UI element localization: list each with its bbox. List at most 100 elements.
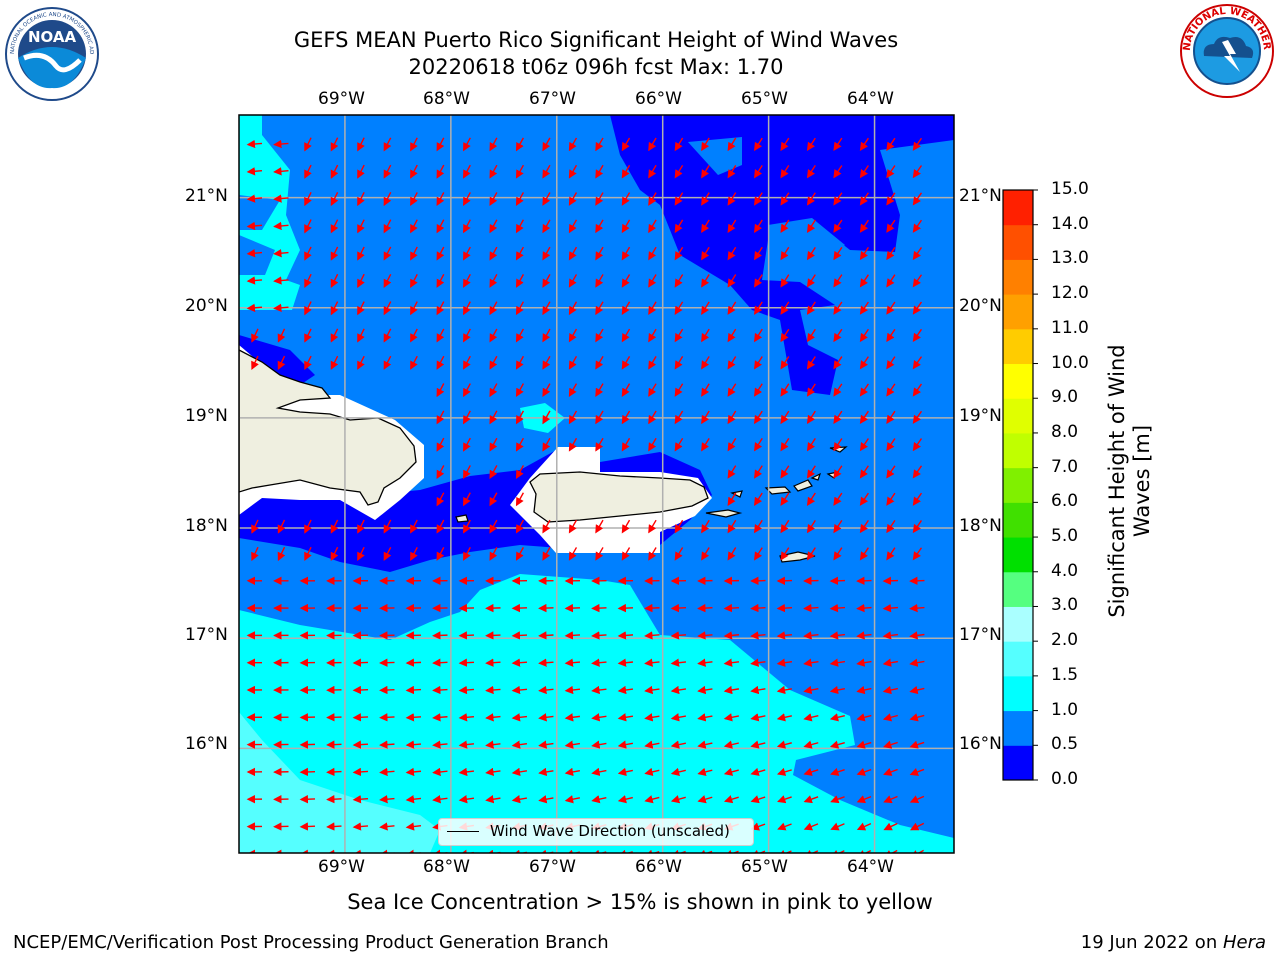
- wind-wave-arrow: [383, 137, 392, 152]
- wind-wave-arrow: [621, 246, 631, 261]
- wind-wave-arrow: [701, 437, 710, 452]
- wind-wave-arrow: [886, 274, 896, 288]
- wind-wave-arrow: [701, 356, 710, 370]
- wind-wave-arrow: [648, 274, 657, 288]
- colorbar-tick-label: 1.0: [1051, 699, 1079, 720]
- wind-wave-arrow: [542, 437, 551, 452]
- wind-wave-arrow: [595, 219, 604, 234]
- colorbar-swatch: [1003, 432, 1033, 469]
- wind-wave-arrow: [515, 137, 524, 152]
- wind-wave-arrow: [674, 519, 684, 534]
- wind-wave-arrow: [432, 631, 448, 640]
- wind-wave-arrow: [277, 546, 286, 562]
- wind-wave-arrow: [882, 631, 899, 640]
- wind-wave-arrow: [750, 767, 766, 776]
- wind-wave-arrow: [357, 219, 365, 234]
- wind-wave-arrow: [436, 546, 445, 561]
- wind-wave-arrow: [859, 165, 869, 179]
- wind-wave-arrow: [674, 246, 684, 261]
- wind-wave-arrow: [515, 383, 524, 398]
- lon-label-top-65w: 65°W: [741, 89, 788, 109]
- colorbar-tick-label: 0.0: [1051, 769, 1079, 789]
- wind-wave-arrow: [776, 767, 792, 776]
- wind-wave-arrow: [304, 355, 312, 370]
- wave-band-1p0-1p5-northwest: [239, 115, 300, 310]
- wind-wave-arrow: [806, 165, 816, 179]
- wind-wave-arrow: [912, 383, 923, 397]
- wind-wave-arrow: [621, 437, 631, 452]
- wind-wave-arrow: [780, 519, 790, 534]
- wind-wave-arrow: [432, 740, 448, 749]
- wind-wave-arrow: [410, 164, 418, 179]
- lat-label-right-20n: 20°N: [959, 296, 1002, 316]
- wind-wave-arrow: [754, 465, 763, 479]
- wind-wave-arrow: [701, 519, 710, 534]
- sea-ice-note: Sea Ice Concentration > 15% is shown in …: [347, 890, 933, 914]
- wind-wave-arrow: [432, 713, 448, 722]
- wind-wave-arrow: [564, 740, 581, 749]
- wind-wave-arrow: [674, 164, 684, 179]
- wind-wave-arrow: [883, 822, 898, 831]
- wind-wave-arrow: [833, 356, 843, 370]
- wind-wave-arrow: [436, 301, 445, 316]
- wind-wave-arrow: [617, 631, 634, 640]
- lon-label-bottom-67w: 67°W: [529, 857, 576, 877]
- wind-wave-arrow: [886, 520, 896, 534]
- wind-wave-arrow: [617, 795, 633, 804]
- wind-wave-arrow: [436, 437, 445, 452]
- wind-wave-arrow: [617, 685, 634, 695]
- wind-wave-arrow: [833, 328, 843, 343]
- wind-wave-arrow: [591, 795, 607, 804]
- wind-wave-arrow: [304, 164, 312, 179]
- wind-wave-arrow: [833, 547, 843, 561]
- wind-wave-arrow: [777, 822, 792, 831]
- wind-wave-arrow: [515, 328, 524, 343]
- wind-wave-arrow: [538, 603, 554, 613]
- wind-wave-arrow: [803, 822, 819, 831]
- wind-wave-arrow: [833, 438, 843, 452]
- wind-wave-arrow: [621, 164, 631, 179]
- wind-wave-arrow: [856, 822, 872, 831]
- wind-wave-arrow: [701, 383, 710, 397]
- wind-wave-arrow: [591, 713, 607, 722]
- wind-wave-arrow: [383, 355, 392, 370]
- wind-wave-arrow: [670, 658, 687, 667]
- wind-wave-arrow: [568, 219, 578, 234]
- lat-label-right-16n: 16°N: [959, 734, 1002, 754]
- wind-wave-arrow: [909, 740, 925, 749]
- wind-wave-arrow: [277, 355, 286, 370]
- wind-wave-arrow: [568, 192, 578, 206]
- wind-wave-arrow: [856, 767, 872, 776]
- wind-wave-arrow: [515, 301, 524, 316]
- wind-wave-arrow: [856, 685, 872, 695]
- wind-wave-arrow: [644, 795, 660, 804]
- wind-wave-arrow: [463, 437, 471, 452]
- wind-wave-arrow: [674, 137, 684, 152]
- wind-wave-arrow: [833, 192, 843, 206]
- wind-wave-arrow: [357, 328, 365, 343]
- wind-wave-arrow: [436, 355, 445, 370]
- wind-wave-arrow: [352, 822, 369, 831]
- wind-wave-arrow: [754, 165, 763, 179]
- wind-wave-arrow: [727, 410, 737, 425]
- colorbar: [1002, 189, 1038, 781]
- wind-wave-arrow: [912, 247, 923, 261]
- wind-wave-arrow: [912, 274, 923, 288]
- wind-wave-arrow: [357, 137, 365, 152]
- wind-wave-arrow: [859, 410, 869, 424]
- colorbar-tick-label: 3.0: [1051, 595, 1079, 616]
- wind-wave-arrow: [909, 603, 925, 613]
- wind-wave-arrow: [750, 631, 766, 640]
- lon-label-bottom-68w: 68°W: [423, 857, 470, 877]
- wind-wave-arrow: [246, 249, 263, 258]
- wind-wave-arrow: [727, 383, 737, 397]
- wind-wave-arrow: [379, 658, 395, 667]
- wind-wave-arrow: [383, 192, 392, 207]
- lat-label-left-21n: 21°N: [185, 186, 228, 206]
- wind-wave-arrow: [806, 192, 816, 206]
- lat-label-left-20n: 20°N: [185, 296, 228, 316]
- colorbar-tick-label: 15.0: [1051, 179, 1089, 199]
- wind-wave-arrow: [674, 356, 684, 370]
- wind-wave-arrow: [383, 328, 392, 343]
